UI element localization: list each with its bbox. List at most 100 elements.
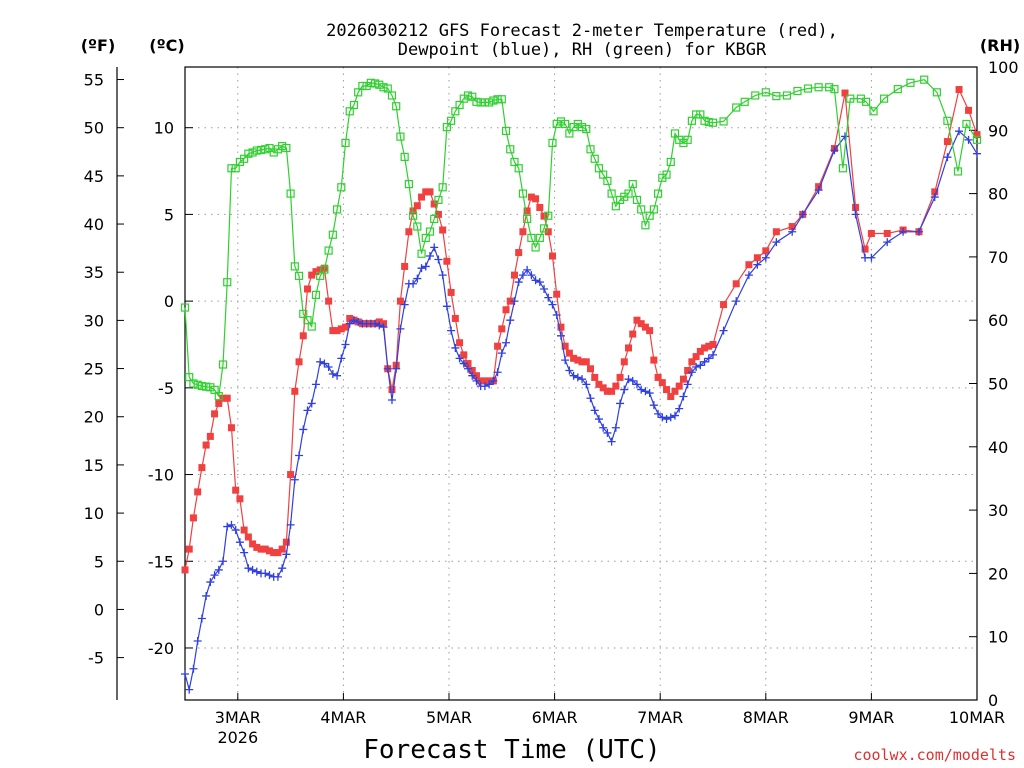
dewpoint-point: [231, 526, 240, 535]
dewpoint-point: [345, 319, 354, 328]
dewpoint-point: [670, 411, 679, 420]
dewpoint-point: [628, 376, 637, 385]
rh-point: [683, 135, 692, 144]
rh-point: [962, 119, 971, 129]
rh-point: [838, 164, 847, 173]
temperature-point: [498, 325, 506, 333]
temperature-point: [460, 351, 468, 359]
rh-point: [590, 154, 599, 163]
dewpoint-point: [744, 271, 753, 280]
rh-point: [932, 88, 941, 97]
temperature-point: [443, 257, 451, 265]
dewpoint-point: [658, 413, 667, 422]
temperature-point: [663, 386, 671, 394]
rh-point: [185, 373, 194, 382]
dewpoint-point: [964, 135, 973, 144]
dewpoint-point: [375, 321, 384, 330]
rh-point: [518, 189, 528, 198]
rh-point: [231, 164, 240, 173]
dewpoint-point: [472, 376, 481, 385]
temperature-point: [688, 358, 696, 366]
temperature-point: [692, 353, 700, 361]
rh-series: [180, 75, 982, 401]
dewpoint-point: [425, 252, 434, 261]
rh-line: [184, 79, 978, 398]
dewpoint-point: [883, 238, 892, 247]
temperature-point: [745, 261, 753, 269]
temperature-point: [587, 365, 595, 373]
temperature-point: [282, 538, 290, 546]
temperature-point: [249, 540, 257, 548]
fahrenheit-tick-label: 0: [94, 600, 104, 619]
dewpoint-point: [841, 132, 849, 141]
dewpoint-point: [851, 210, 860, 219]
temperature-point: [527, 193, 535, 201]
dewpoint-point: [603, 428, 612, 437]
dewpoint-point: [333, 371, 342, 380]
rh-point: [531, 243, 540, 252]
rh-point: [261, 145, 270, 154]
dewpoint-point: [185, 685, 194, 694]
dewpoint-point: [772, 238, 781, 247]
dewpoint-point: [692, 363, 701, 372]
dewpoint-point: [700, 357, 709, 366]
dewpoint-point: [252, 567, 261, 576]
temperature-point: [684, 366, 692, 374]
temperature-point: [265, 547, 273, 555]
rh-point: [577, 123, 587, 132]
rh-point: [180, 303, 190, 312]
dewpoint-point: [973, 149, 981, 158]
dewpoint-point: [442, 302, 451, 311]
rh-tick-label: 20: [988, 564, 1008, 583]
rh-tick-label: 60: [988, 311, 1008, 330]
temperature-point: [973, 131, 981, 139]
dewpoint-series: [181, 127, 981, 694]
time-tick-label: 9MAR: [848, 708, 894, 727]
temperature-point: [701, 344, 709, 352]
dewpoint-point: [569, 371, 578, 380]
dewpoint-point: [594, 415, 603, 424]
rh-point: [396, 132, 405, 141]
dewpoint-point: [316, 357, 325, 366]
temperature-point: [299, 332, 307, 340]
dewpoint-point: [620, 385, 629, 394]
temperature-point: [333, 327, 341, 335]
dewpoint-point: [637, 385, 646, 394]
rh-point: [358, 81, 367, 91]
dewpoint-point: [197, 614, 206, 623]
temperature-point: [603, 387, 611, 395]
dewpoint-point: [240, 548, 249, 557]
dewpoint-point: [235, 538, 244, 547]
temperature-point: [312, 268, 320, 276]
temperature-point: [532, 195, 540, 203]
dewpoint-point: [687, 368, 696, 377]
temperature-point: [232, 486, 240, 494]
fahrenheit-tick-label: 35: [84, 263, 104, 282]
rh-point: [349, 100, 359, 110]
rh-point: [556, 117, 566, 126]
rh-point: [653, 189, 663, 198]
temperature-point: [464, 360, 472, 368]
temperature-point: [709, 340, 717, 348]
rh-point: [408, 211, 418, 220]
rh-point: [442, 123, 451, 132]
dewpoint-point: [387, 395, 396, 404]
temperature-point: [650, 356, 658, 364]
dewpoint-point: [379, 323, 388, 332]
x-axis-label: Forecast Time (UTC): [363, 735, 660, 765]
rh-point: [472, 97, 481, 106]
rh-point: [535, 233, 544, 243]
temperature-point: [481, 377, 489, 385]
dewpoint-point: [244, 564, 253, 573]
rh-point: [825, 83, 834, 92]
rh-point: [740, 97, 749, 106]
rh-point: [972, 135, 982, 144]
temperature-point: [523, 207, 531, 215]
rh-point: [692, 110, 701, 119]
dewpoint-point: [248, 565, 257, 574]
dewpoint-point: [214, 565, 223, 574]
temperature-point: [426, 188, 434, 196]
dewpoint-point: [561, 356, 570, 365]
rh-point: [719, 117, 728, 126]
